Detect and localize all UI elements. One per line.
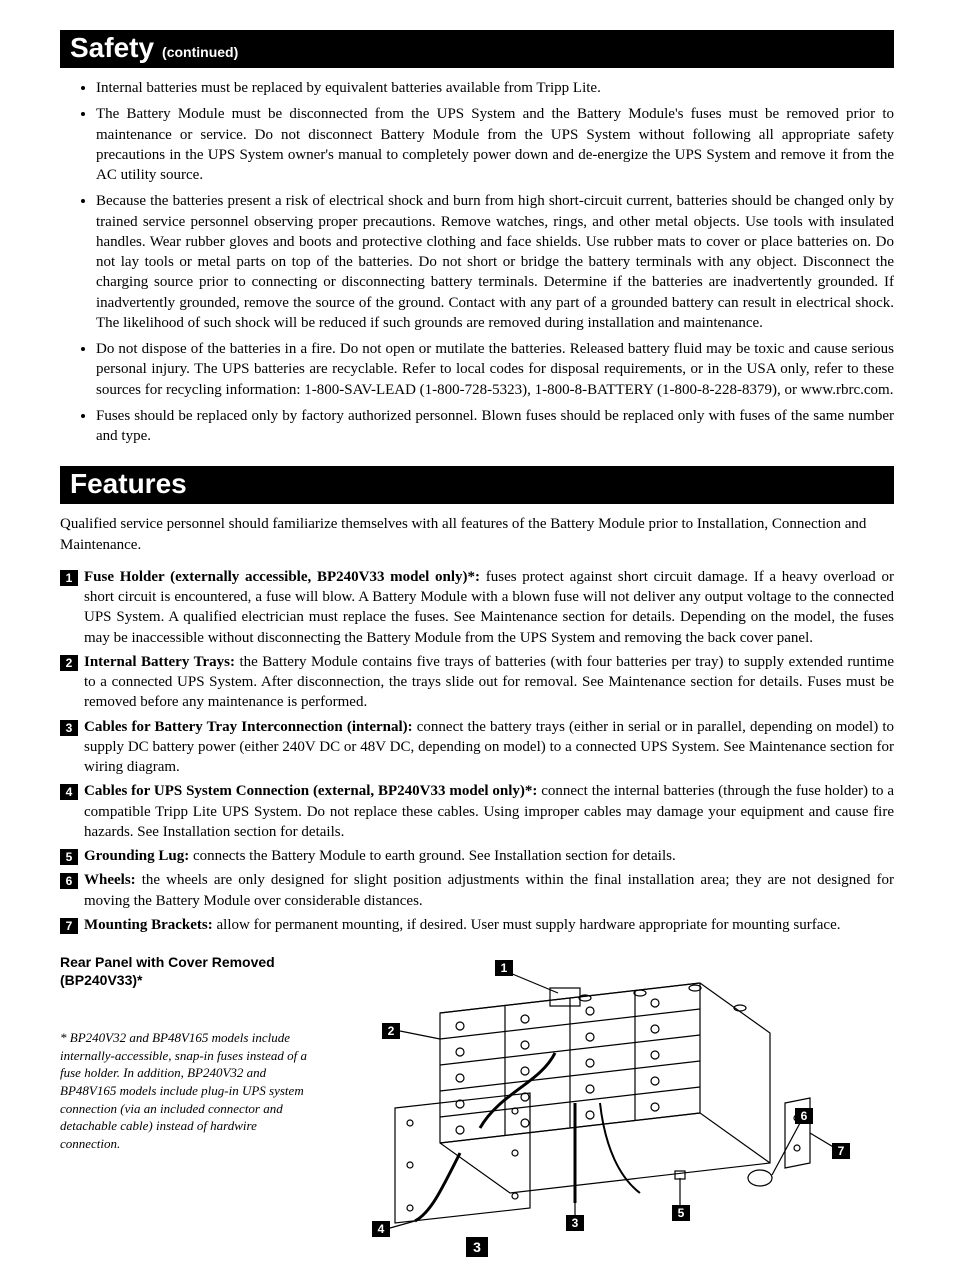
feature-item: 6 Wheels: the wheels are only designed f… bbox=[60, 870, 894, 911]
safety-bullet: Fuses should be replaced only by factory… bbox=[96, 406, 894, 447]
safety-bullet: The Battery Module must be disconnected … bbox=[96, 104, 894, 185]
feature-number-badge: 3 bbox=[60, 720, 78, 736]
feature-item-title: Wheels: bbox=[84, 872, 136, 888]
feature-item: 2 Internal Battery Trays: the Battery Mo… bbox=[60, 652, 894, 713]
feature-text: Grounding Lug: connects the Battery Modu… bbox=[84, 846, 676, 866]
bottom-zone: Rear Panel with Cover Removed (BP240V33)… bbox=[60, 953, 894, 1243]
feature-item-title: Cables for UPS System Connection (extern… bbox=[84, 783, 537, 799]
feature-text: Cables for UPS System Connection (extern… bbox=[84, 781, 894, 842]
page-root: Safety (continued) Internal batteries mu… bbox=[0, 0, 954, 1263]
feature-text: Wheels: the wheels are only designed for… bbox=[84, 870, 894, 911]
features-intro-text: Qualified service personnel should famil… bbox=[60, 514, 894, 555]
feature-item-body: the wheels are only designed for slight … bbox=[84, 872, 894, 908]
panel-caption: Rear Panel with Cover Removed (BP240V33)… bbox=[60, 953, 320, 989]
footnote-text: * BP240V32 and BP48V165 models include i… bbox=[60, 1029, 320, 1152]
diagram-callout-2: 2 bbox=[382, 1023, 400, 1039]
feature-number-badge: 2 bbox=[60, 655, 78, 671]
feature-number-badge: 4 bbox=[60, 784, 78, 800]
feature-item-title: Grounding Lug: bbox=[84, 848, 189, 864]
diagram-svg bbox=[340, 953, 860, 1243]
feature-item-body: allow for permanent mounting, if desired… bbox=[213, 917, 841, 933]
diagram-callout-5: 5 bbox=[672, 1205, 690, 1221]
feature-item: 7 Mounting Brackets: allow for permanent… bbox=[60, 915, 894, 935]
feature-list: 1 Fuse Holder (externally accessible, BP… bbox=[60, 567, 894, 935]
feature-item-title: Fuse Holder (externally accessible, BP24… bbox=[84, 569, 480, 585]
feature-number-badge: 1 bbox=[60, 570, 78, 586]
diagram-callout-7: 7 bbox=[832, 1143, 850, 1159]
feature-item: 4 Cables for UPS System Connection (exte… bbox=[60, 781, 894, 842]
diagram-callout-1: 1 bbox=[495, 960, 513, 976]
feature-number-badge: 5 bbox=[60, 849, 78, 865]
feature-number-badge: 6 bbox=[60, 873, 78, 889]
safety-title: Safety bbox=[70, 32, 154, 63]
feature-item: 1 Fuse Holder (externally accessible, BP… bbox=[60, 567, 894, 648]
diagram-callout-3: 3 bbox=[566, 1215, 584, 1231]
safety-bullet-list: Internal batteries must be replaced by e… bbox=[60, 78, 894, 446]
feature-item-title: Internal Battery Trays: bbox=[84, 654, 235, 670]
bottom-left-column: Rear Panel with Cover Removed (BP240V33)… bbox=[60, 953, 340, 1243]
safety-bullet: Internal batteries must be replaced by e… bbox=[96, 78, 894, 98]
feature-text: Cables for Battery Tray Interconnection … bbox=[84, 717, 894, 778]
rear-panel-diagram: 1 2 3 4 5 6 7 bbox=[340, 953, 894, 1243]
feature-text: Internal Battery Trays: the Battery Modu… bbox=[84, 652, 894, 713]
page-number: 3 bbox=[466, 1237, 488, 1257]
features-title: Features bbox=[70, 468, 187, 499]
features-section-header: Features bbox=[60, 466, 894, 504]
feature-item: 3 Cables for Battery Tray Interconnectio… bbox=[60, 717, 894, 778]
feature-item-title: Cables for Battery Tray Interconnection … bbox=[84, 719, 413, 735]
feature-number-badge: 7 bbox=[60, 918, 78, 934]
feature-text: Fuse Holder (externally accessible, BP24… bbox=[84, 567, 894, 648]
safety-bullet: Do not dispose of the batteries in a fir… bbox=[96, 339, 894, 400]
feature-item: 5 Grounding Lug: connects the Battery Mo… bbox=[60, 846, 894, 866]
feature-text: Mounting Brackets: allow for permanent m… bbox=[84, 915, 841, 935]
feature-item-title: Mounting Brackets: bbox=[84, 917, 213, 933]
feature-item-body: connects the Battery Module to earth gro… bbox=[189, 848, 676, 864]
safety-bullet: Because the batteries present a risk of … bbox=[96, 191, 894, 333]
safety-subtitle: (continued) bbox=[162, 44, 238, 60]
safety-section-header: Safety (continued) bbox=[60, 30, 894, 68]
diagram-callout-6: 6 bbox=[795, 1108, 813, 1124]
